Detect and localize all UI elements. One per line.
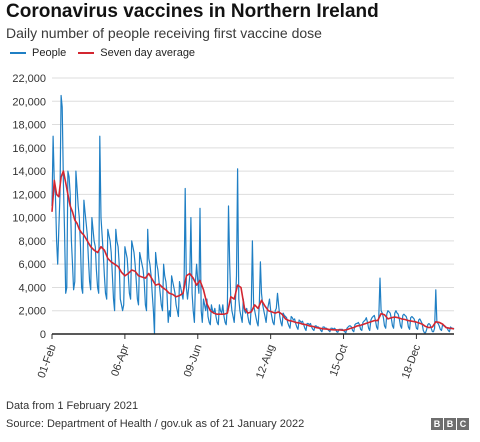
legend-label-people: People (32, 47, 67, 59)
legend-swatch-people (10, 52, 26, 54)
legend-label-seven-day-average: Seven day average (100, 47, 196, 59)
y-tick-label: 10,000 (12, 213, 46, 225)
bbc-logo-letter: B (431, 418, 443, 430)
x-tick-label: 18-Dec (400, 342, 424, 380)
legend: People Seven day average (10, 47, 207, 59)
x-tick-label: 09-Jun (182, 343, 205, 379)
bbc-logo-letter: B (444, 418, 456, 430)
data-series (51, 94, 455, 335)
y-tick-label: 8,000 (18, 236, 46, 248)
legend-item-seven-day-average: Seven day average (78, 47, 195, 59)
y-tick-label: 16,000 (12, 143, 46, 155)
y-tick-label: 20,000 (12, 96, 46, 108)
line-chart: 0 2,000 4,000 6,000 8,000 10,000 12,000 14,000 1… (12, 73, 455, 380)
bbc-logo: B B C (430, 418, 469, 430)
x-tick-label: 01-Feb (36, 343, 59, 380)
source-text: Source: Department of Health / gov.uk as… (6, 418, 305, 430)
chart-title: Coronavirus vaccines in Northern Ireland (6, 1, 379, 22)
x-axis-ticks: 01-Feb 06-Apr 09-Jun 12-Aug 15-Oct 18-Dec (36, 334, 424, 380)
legend-item-people: People (10, 47, 66, 59)
y-tick-label: 18,000 (12, 120, 46, 132)
x-tick-label: 12-Aug (254, 343, 277, 380)
y-tick-label: 12,000 (12, 189, 46, 201)
y-tick-label: 0 (40, 329, 46, 341)
y-tick-label: 6,000 (18, 259, 46, 271)
data-note: Data from 1 February 2021 (6, 400, 139, 412)
legend-swatch-seven-day-average (78, 52, 95, 54)
series-line-people (51, 94, 455, 335)
bbc-logo-letter: C (457, 418, 469, 430)
gridlines (52, 77, 454, 312)
series-line-seven-day-average (51, 170, 455, 332)
x-tick-label: 15-Oct (328, 343, 351, 378)
y-tick-label: 4,000 (18, 282, 46, 294)
y-tick-label: 2,000 (18, 306, 46, 318)
y-axis-ticks: 0 2,000 4,000 6,000 8,000 10,000 12,000 14,000 1… (12, 73, 46, 341)
y-tick-label: 22,000 (12, 73, 46, 85)
y-tick-label: 14,000 (12, 166, 46, 178)
chart-subtitle: Daily number of people receiving first v… (6, 25, 322, 41)
x-tick-label: 06-Apr (109, 343, 132, 378)
